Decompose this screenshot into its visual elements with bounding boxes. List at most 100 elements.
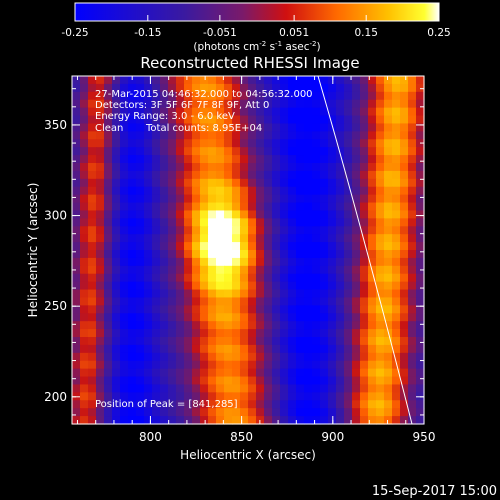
heatmap-cell	[200, 123, 209, 132]
heatmap-cell	[264, 368, 273, 378]
heatmap-cell	[336, 305, 345, 314]
heatmap-cell	[88, 107, 97, 117]
heatmap-cell	[408, 242, 417, 251]
heatmap-cell	[304, 305, 313, 314]
heatmap-cell	[304, 250, 313, 259]
heatmap-cell	[328, 289, 337, 299]
heatmap-cell	[232, 250, 241, 259]
heatmap-cell	[416, 408, 425, 417]
heatmap-cell	[104, 139, 113, 148]
heatmap-cell	[296, 170, 305, 180]
heatmap-cell	[184, 416, 193, 425]
heatmap-cell	[312, 202, 321, 212]
heatmap-cell	[272, 376, 281, 386]
heatmap-cell	[224, 360, 233, 370]
heatmap-cell	[112, 99, 121, 109]
heatmap-cell	[200, 83, 209, 93]
heatmap-cell	[192, 139, 201, 148]
heatmap-cell	[384, 163, 393, 172]
heatmap-cell	[368, 242, 377, 251]
heatmap-cell	[184, 163, 193, 172]
heatmap-cell	[288, 265, 297, 275]
heatmap-cell	[272, 368, 281, 378]
heatmap-cell	[88, 329, 97, 338]
heatmap-cell	[376, 392, 385, 401]
heatmap-cell	[224, 163, 233, 172]
heatmap-cell	[336, 226, 345, 235]
heatmap-cell	[344, 400, 353, 409]
heatmap-cell	[360, 131, 369, 140]
heatmap-cell	[384, 210, 393, 219]
heatmap-cell	[232, 163, 241, 172]
heatmap-cell	[392, 257, 401, 267]
heatmap-cell	[200, 384, 209, 393]
heatmap-cell	[120, 242, 129, 251]
heatmap-cell	[296, 250, 305, 259]
heatmap-cell	[192, 392, 201, 401]
heatmap-cell	[264, 329, 273, 338]
heatmap-cell	[360, 265, 369, 275]
heatmap-cell	[288, 305, 297, 314]
heatmap-cell	[280, 297, 289, 306]
heatmap-cell	[240, 91, 249, 101]
heatmap-cell	[368, 210, 377, 219]
heatmap-cell	[232, 242, 241, 251]
heatmap-cell	[392, 226, 401, 235]
heatmap-cell	[200, 329, 209, 338]
heatmap-cell	[224, 329, 233, 338]
heatmap-cell	[232, 194, 241, 204]
heatmap-cell	[72, 273, 81, 283]
heatmap-cell	[256, 99, 265, 109]
heatmap-cell	[352, 178, 361, 188]
heatmap-cell	[376, 289, 385, 299]
heatmap-cell	[96, 257, 105, 267]
heatmap-cell	[112, 155, 121, 164]
heatmap-cell	[392, 289, 401, 299]
heatmap-cell	[152, 139, 161, 148]
heatmap-cell	[152, 416, 161, 425]
heatmap-cell	[240, 329, 249, 338]
heatmap-cell	[224, 344, 233, 354]
heatmap-cell	[312, 289, 321, 299]
heatmap-cell	[408, 384, 417, 393]
heatmap-cell	[256, 210, 265, 219]
heatmap-cell	[128, 265, 137, 275]
heatmap-cell	[312, 400, 321, 409]
heatmap-cell	[88, 368, 97, 378]
heatmap-cell	[144, 107, 153, 117]
heatmap-cell	[328, 392, 337, 401]
heatmap-cell	[248, 408, 257, 417]
heatmap-cell	[208, 202, 217, 212]
heatmap-cell	[392, 408, 401, 417]
heatmap-cell	[400, 257, 409, 267]
heatmap-cell	[368, 368, 377, 378]
heatmap-cell	[104, 210, 113, 219]
heatmap-cell	[120, 368, 129, 378]
heatmap-cell	[272, 163, 281, 172]
heatmap-cell	[376, 265, 385, 275]
heatmap-cell	[88, 344, 97, 354]
heatmap-cell	[392, 392, 401, 401]
heatmap-cell	[224, 273, 233, 283]
heatmap-cell	[296, 91, 305, 101]
heatmap-cell	[328, 163, 337, 172]
heatmap-cell	[232, 83, 241, 93]
heatmap-cell	[80, 76, 89, 85]
heatmap-cell	[168, 321, 177, 330]
heatmap-cell	[224, 170, 233, 180]
heatmap-cell	[184, 131, 193, 140]
heatmap-cell	[376, 376, 385, 386]
heatmap-cell	[384, 83, 393, 93]
heatmap-cell	[288, 368, 297, 378]
heatmap-cell	[168, 392, 177, 401]
heatmap-cell	[368, 139, 377, 148]
heatmap-cell	[328, 400, 337, 409]
heatmap-cell	[128, 99, 137, 109]
heatmap-cell	[80, 368, 89, 378]
heatmap-cell	[88, 163, 97, 172]
heatmap-cell	[232, 321, 241, 330]
heatmap-cell	[248, 242, 257, 251]
heatmap-cell	[152, 265, 161, 275]
heatmap-cell	[272, 416, 281, 425]
heatmap-cell	[248, 360, 257, 370]
